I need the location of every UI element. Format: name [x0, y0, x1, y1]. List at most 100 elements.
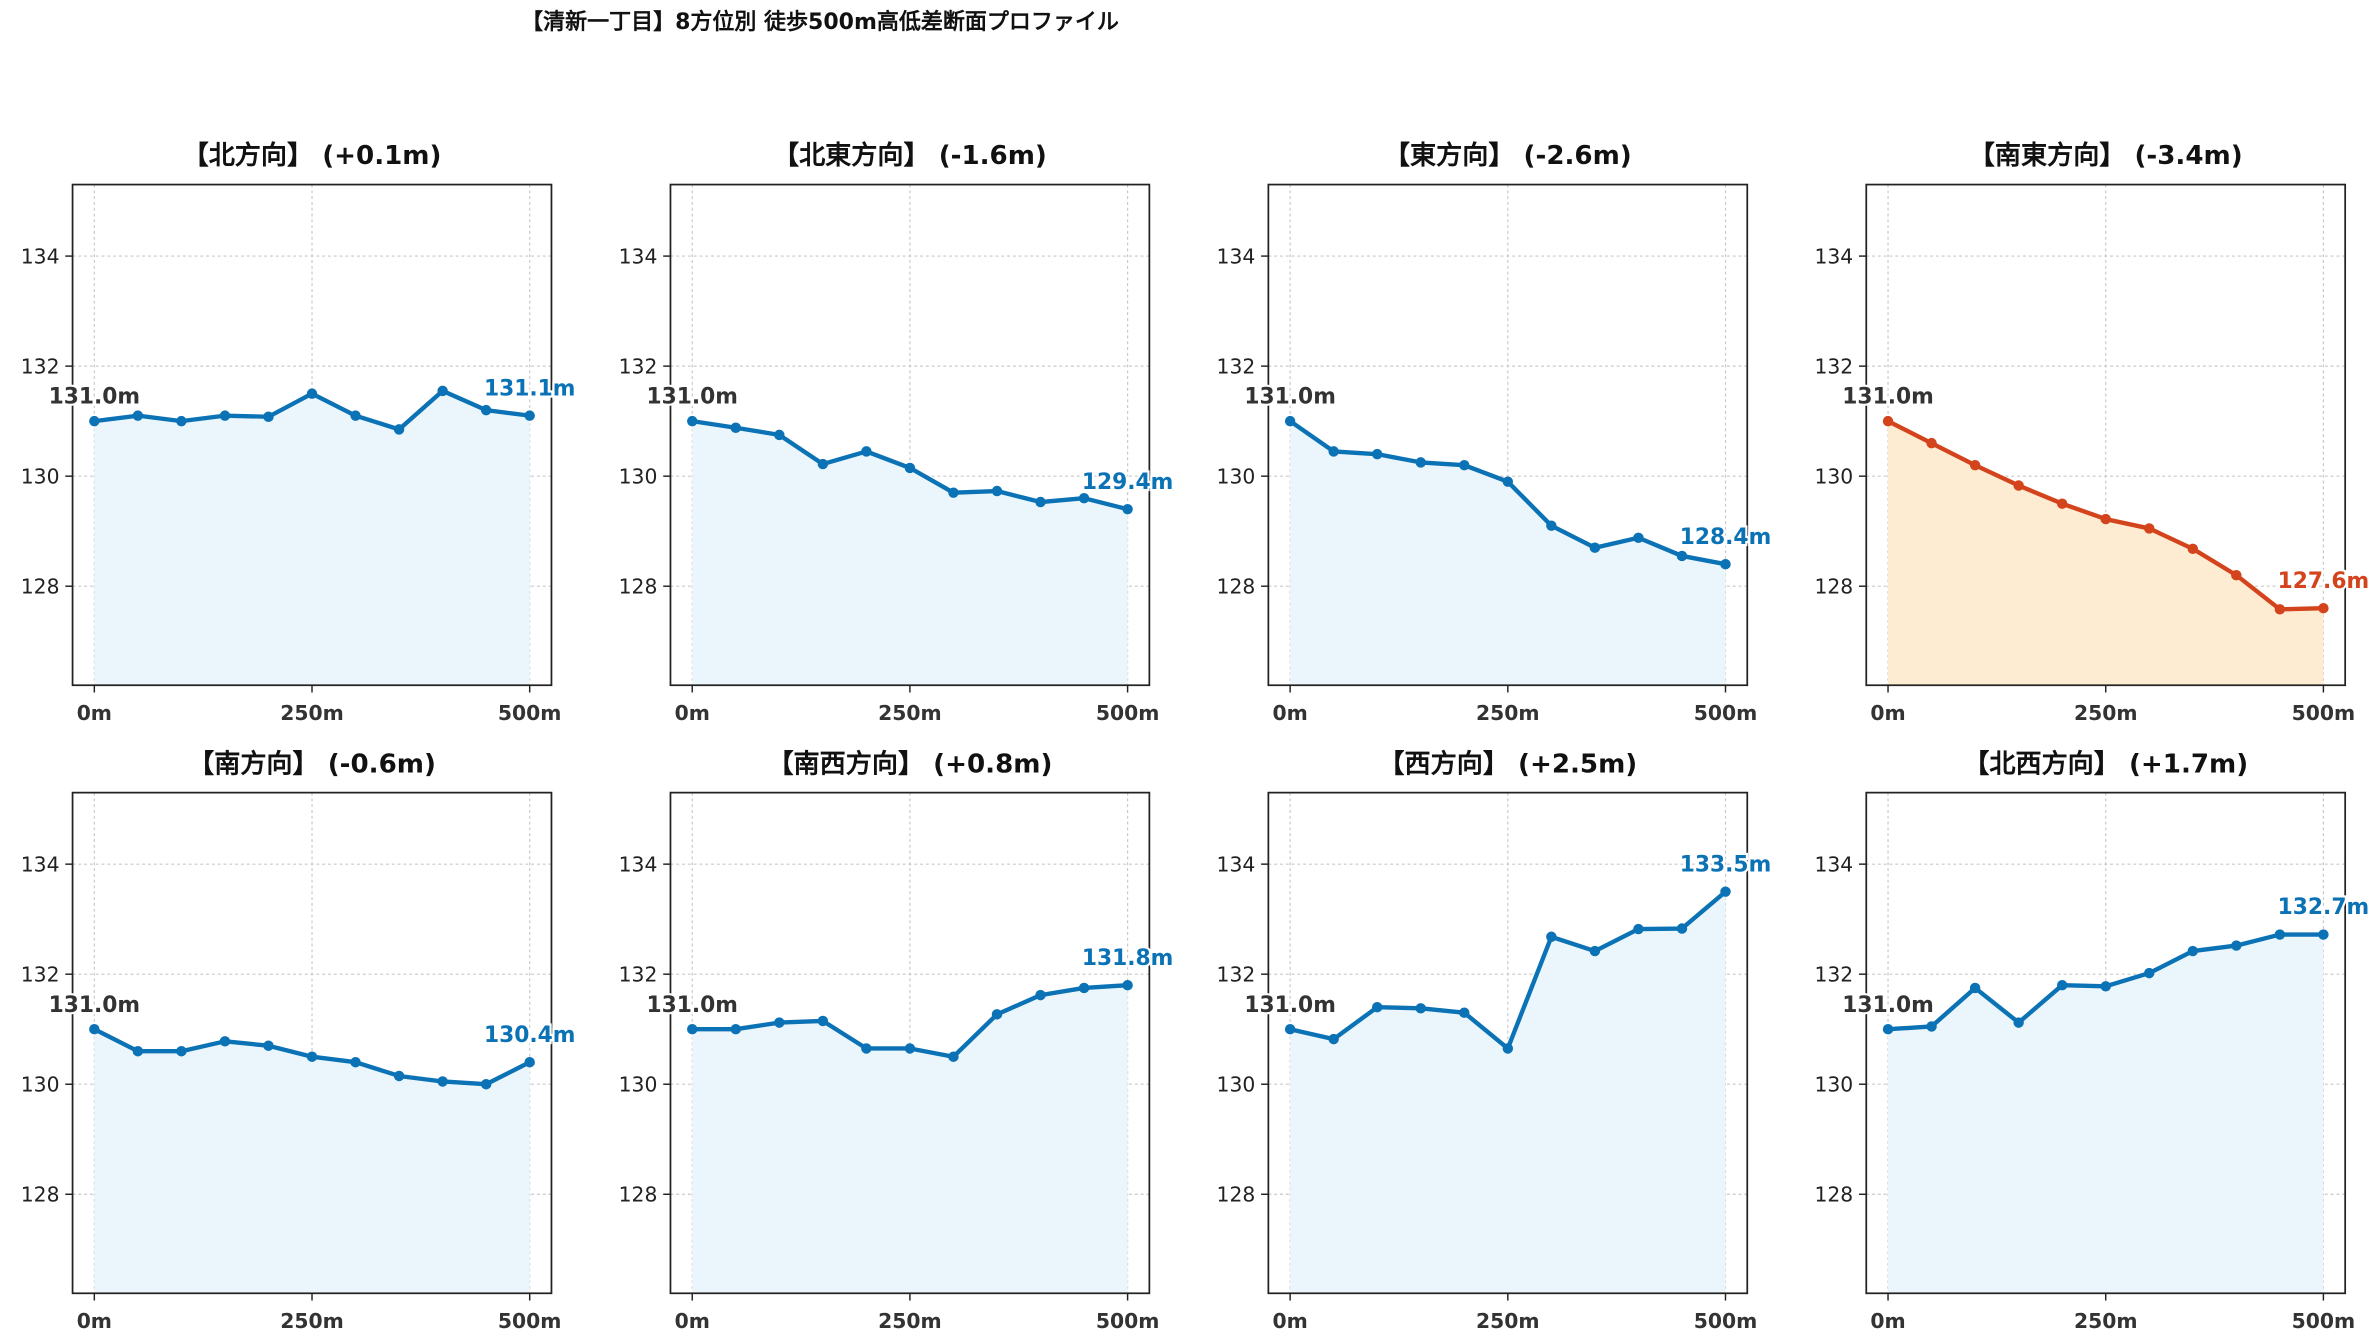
area-fill — [1888, 421, 2324, 686]
subplot-title: 【南西方向】 (+0.8m) — [767, 748, 1052, 779]
subplot-5: 128 130 132 134 0m 250m 500m 【南西方向】 (+0.8m) 131.… — [619, 748, 1176, 1333]
data-point — [2318, 602, 2329, 614]
data-point — [1502, 1043, 1514, 1054]
x-tick-label: 500m — [1096, 1309, 1160, 1333]
start-value-label: 131.0m — [646, 385, 737, 410]
y-tick-label: 132 — [1814, 962, 1853, 986]
y-tick-label: 128 — [619, 1183, 658, 1207]
y-tick-label: 128 — [21, 574, 60, 598]
subplot-7: 128 130 132 134 0m 250m 500m 【北西方向】 (+1.7m) 131.… — [1814, 748, 2371, 1333]
area-fill — [94, 1029, 530, 1294]
data-point — [948, 1051, 959, 1062]
x-tick-label: 0m — [1870, 701, 1905, 725]
end-value-label: 128.4m — [1680, 525, 1771, 550]
data-point — [817, 1015, 829, 1027]
data-point — [263, 411, 274, 422]
data-point — [437, 385, 448, 397]
data-point — [306, 1051, 318, 1062]
data-point — [480, 1079, 492, 1090]
y-tick-label: 134 — [1217, 852, 1256, 876]
data-point — [1633, 532, 1644, 544]
subplot-title: 【南東方向】 (-3.4m) — [1969, 140, 2243, 171]
data-point — [1284, 415, 1296, 427]
data-point — [1882, 1023, 1894, 1035]
data-point — [524, 410, 535, 421]
data-point — [89, 415, 100, 427]
data-point — [1969, 982, 1981, 994]
y-tick-label: 130 — [21, 1072, 60, 1096]
data-point — [2013, 1017, 2024, 1028]
data-point — [774, 1017, 785, 1028]
data-point — [991, 1009, 1003, 1020]
data-point — [1415, 457, 1426, 468]
y-tick-label: 134 — [21, 244, 60, 268]
data-point — [1633, 923, 1644, 935]
data-point — [1459, 1007, 1470, 1018]
data-point — [1371, 1001, 1383, 1013]
data-point — [991, 485, 1003, 497]
data-point — [1415, 1003, 1426, 1014]
data-point — [306, 388, 318, 399]
x-tick-label: 0m — [675, 701, 710, 725]
y-tick-label: 134 — [21, 852, 60, 876]
data-point — [350, 1056, 361, 1068]
data-point — [2056, 498, 2068, 509]
data-point — [1035, 989, 1046, 1001]
data-point — [861, 446, 872, 457]
x-tick-label: 0m — [77, 1309, 112, 1333]
y-tick-label: 132 — [1814, 354, 1853, 378]
x-tick-label: 0m — [77, 701, 112, 725]
area-fill — [692, 985, 1128, 1294]
start-value-label: 131.0m — [49, 385, 140, 410]
x-tick-label: 250m — [280, 1309, 344, 1333]
end-value-label: 127.6m — [2278, 569, 2369, 594]
area-fill — [692, 421, 1128, 686]
y-tick-label: 128 — [1217, 574, 1256, 598]
area-fill — [1290, 891, 1726, 1294]
data-point — [2056, 979, 2068, 991]
data-point — [89, 1023, 100, 1035]
x-tick-label: 500m — [498, 1309, 562, 1333]
area-fill — [1888, 934, 2324, 1294]
data-point — [1284, 1023, 1296, 1035]
y-tick-label: 130 — [21, 464, 60, 488]
y-tick-label: 128 — [619, 574, 658, 598]
data-point — [687, 415, 698, 427]
y-tick-label: 130 — [1814, 464, 1853, 488]
y-tick-label: 130 — [1217, 1072, 1256, 1096]
subplot-title: 【北西方向】 (+1.7m) — [1963, 748, 2248, 779]
y-tick-label: 132 — [1217, 354, 1256, 378]
data-point — [1459, 459, 1470, 471]
y-tick-label: 130 — [619, 464, 658, 488]
data-point — [2231, 569, 2242, 581]
x-tick-label: 500m — [2292, 701, 2356, 725]
data-point — [1969, 459, 1981, 471]
end-value-label: 130.4m — [484, 1023, 575, 1048]
subplot-1: 128 130 132 134 0m 250m 500m 【北東方向】 (-1.6m) 131.… — [619, 140, 1176, 725]
x-tick-label: 0m — [1272, 1309, 1307, 1333]
y-tick-label: 130 — [619, 1072, 658, 1096]
data-point — [1078, 982, 1090, 994]
data-point — [263, 1040, 274, 1051]
subplot-title: 【北方向】 (+0.1m) — [183, 140, 442, 171]
data-point — [393, 424, 405, 435]
data-point — [1078, 492, 1090, 504]
data-point — [1328, 446, 1339, 457]
data-point — [1371, 448, 1383, 460]
y-tick-label: 132 — [1217, 962, 1256, 986]
end-value-label: 131.1m — [484, 376, 575, 401]
start-value-label: 131.0m — [49, 993, 140, 1018]
data-point — [350, 410, 361, 421]
x-tick-label: 0m — [675, 1309, 710, 1333]
figure-title: 【清新一丁目】8方位別 徒歩500m高低差断面プロファイル — [521, 10, 1119, 35]
x-tick-label: 250m — [2074, 701, 2138, 725]
start-value-label: 131.0m — [1842, 993, 1933, 1018]
start-value-label: 131.0m — [1842, 385, 1933, 410]
end-value-label: 132.7m — [2278, 895, 2369, 920]
data-point — [1589, 945, 1601, 957]
start-value-label: 131.0m — [1244, 385, 1335, 410]
y-tick-label: 132 — [21, 962, 60, 986]
data-point — [1328, 1033, 1339, 1045]
x-tick-label: 0m — [1272, 701, 1307, 725]
data-point — [1546, 931, 1557, 943]
